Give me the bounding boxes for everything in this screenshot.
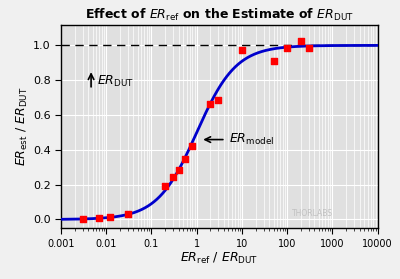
Y-axis label: $\mathit{ER}_{\mathrm{est}}$ / $\mathit{ER}_{\mathrm{DUT}}$: $\mathit{ER}_{\mathrm{est}}$ / $\mathit{… <box>15 87 30 166</box>
Point <box>96 216 102 220</box>
Point <box>107 215 113 220</box>
Point <box>182 156 188 161</box>
Point <box>125 212 131 217</box>
Point <box>207 102 214 106</box>
Point <box>189 144 196 149</box>
Point <box>270 59 277 63</box>
Title: Effect of $\mathit{ER}_{\mathrm{ref}}$ on the Estimate of $\mathit{ER}_{\mathrm{: Effect of $\mathit{ER}_{\mathrm{ref}}$ o… <box>85 7 354 23</box>
Point <box>298 39 304 43</box>
Text: THORLABS: THORLABS <box>292 209 333 218</box>
Point <box>176 168 182 172</box>
X-axis label: $\mathit{ER}_{\mathrm{ref}}$ / $\mathit{ER}_{\mathrm{DUT}}$: $\mathit{ER}_{\mathrm{ref}}$ / $\mathit{… <box>180 251 258 266</box>
Point <box>239 47 245 52</box>
Point <box>284 46 290 50</box>
Point <box>170 175 176 179</box>
Point <box>306 46 312 50</box>
Text: $\mathit{ER}_{\mathrm{model}}$: $\mathit{ER}_{\mathrm{model}}$ <box>229 132 274 147</box>
Point <box>79 217 86 221</box>
Point <box>162 184 168 189</box>
Point <box>215 98 222 102</box>
Text: $\mathit{ER}_{\mathrm{DUT}}$: $\mathit{ER}_{\mathrm{DUT}}$ <box>98 74 134 89</box>
